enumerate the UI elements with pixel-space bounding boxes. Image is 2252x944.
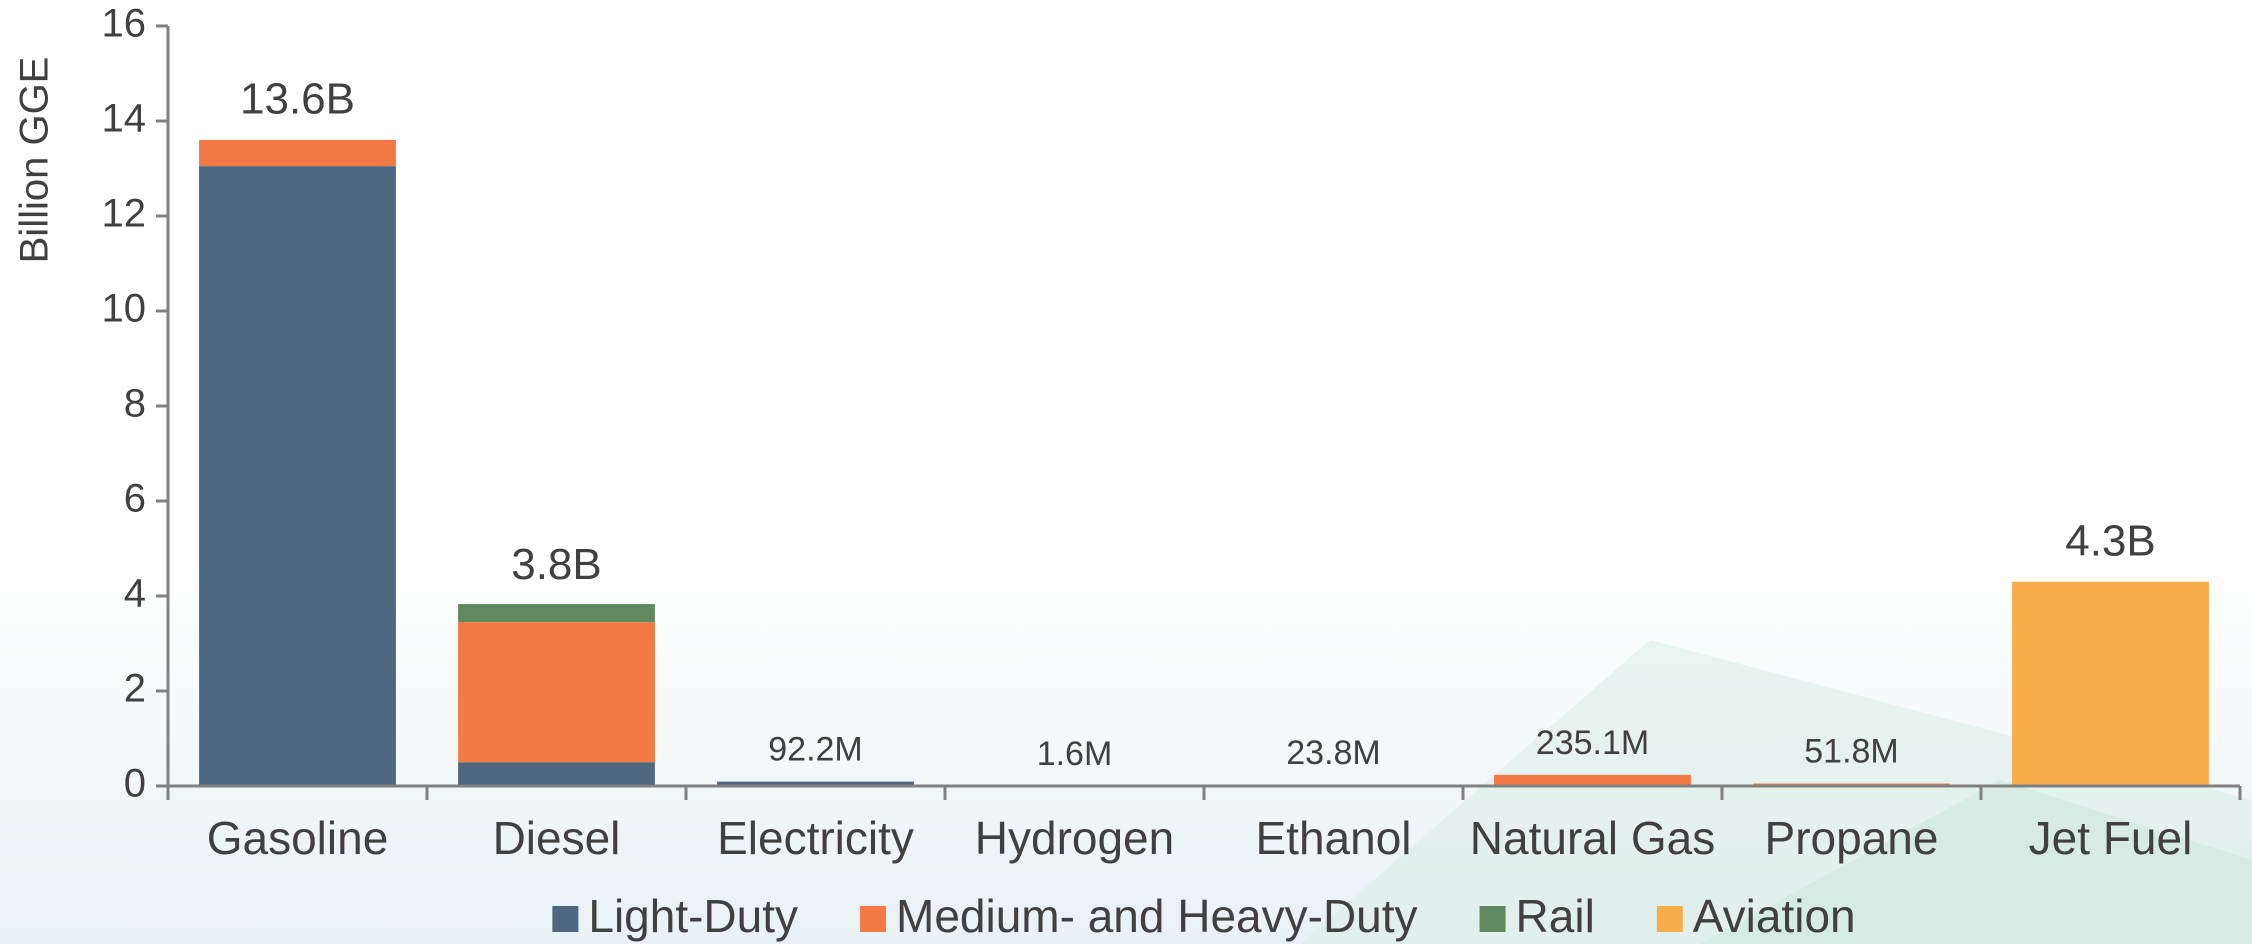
legend-label: Medium- and Heavy-Duty — [896, 890, 1418, 942]
total-label: 51.8M — [1804, 733, 1899, 771]
total-label: 23.8M — [1286, 734, 1381, 772]
x-tick-label: Jet Fuel — [2029, 812, 2193, 864]
y-tick-label: 6 — [124, 477, 146, 521]
y-tick-label: 0 — [124, 762, 146, 806]
y-tick-label: 12 — [102, 192, 147, 236]
y-tick-label: 4 — [124, 572, 146, 616]
x-tick-label: Gasoline — [207, 812, 389, 864]
bar-segment — [2012, 581, 2209, 786]
bar-segment — [1494, 774, 1691, 786]
legend-label: Rail — [1516, 890, 1595, 942]
x-tick-label: Natural Gas — [1470, 812, 1715, 864]
background-shape — [1700, 780, 2252, 944]
bar-segment — [199, 166, 396, 786]
total-label: 3.8B — [511, 540, 602, 589]
y-axis-label: Billion GGE — [13, 57, 57, 264]
legend-label: Aviation — [1693, 890, 1856, 942]
legend-swatch — [1479, 906, 1506, 932]
y-tick-label: 10 — [102, 287, 147, 331]
bar-segment — [199, 140, 396, 167]
x-tick-label: Hydrogen — [975, 812, 1174, 864]
y-tick-label: 16 — [102, 2, 147, 46]
y-tick-label: 2 — [124, 667, 146, 711]
total-label: 4.3B — [2065, 516, 2156, 565]
x-tick-label: Electricity — [717, 812, 914, 864]
x-tick-label: Diesel — [493, 812, 621, 864]
bar-segment — [458, 604, 655, 623]
total-label: 235.1M — [1536, 724, 1649, 762]
legend-swatch — [860, 906, 887, 932]
y-tick-label: 14 — [102, 97, 147, 141]
total-label: 13.6B — [240, 75, 355, 124]
legend-swatch — [1656, 906, 1683, 932]
total-label: 92.2M — [768, 731, 863, 769]
y-tick-label: 8 — [124, 382, 146, 426]
x-tick-label: Ethanol — [1255, 812, 1411, 864]
bar-segment — [717, 781, 914, 786]
x-tick-label: Propane — [1765, 812, 1939, 864]
bar-segment — [458, 762, 655, 786]
total-label: 1.6M — [1037, 735, 1113, 773]
legend-swatch — [552, 906, 579, 932]
legend-label: Light-Duty — [588, 890, 798, 942]
bar-segment — [458, 622, 655, 763]
